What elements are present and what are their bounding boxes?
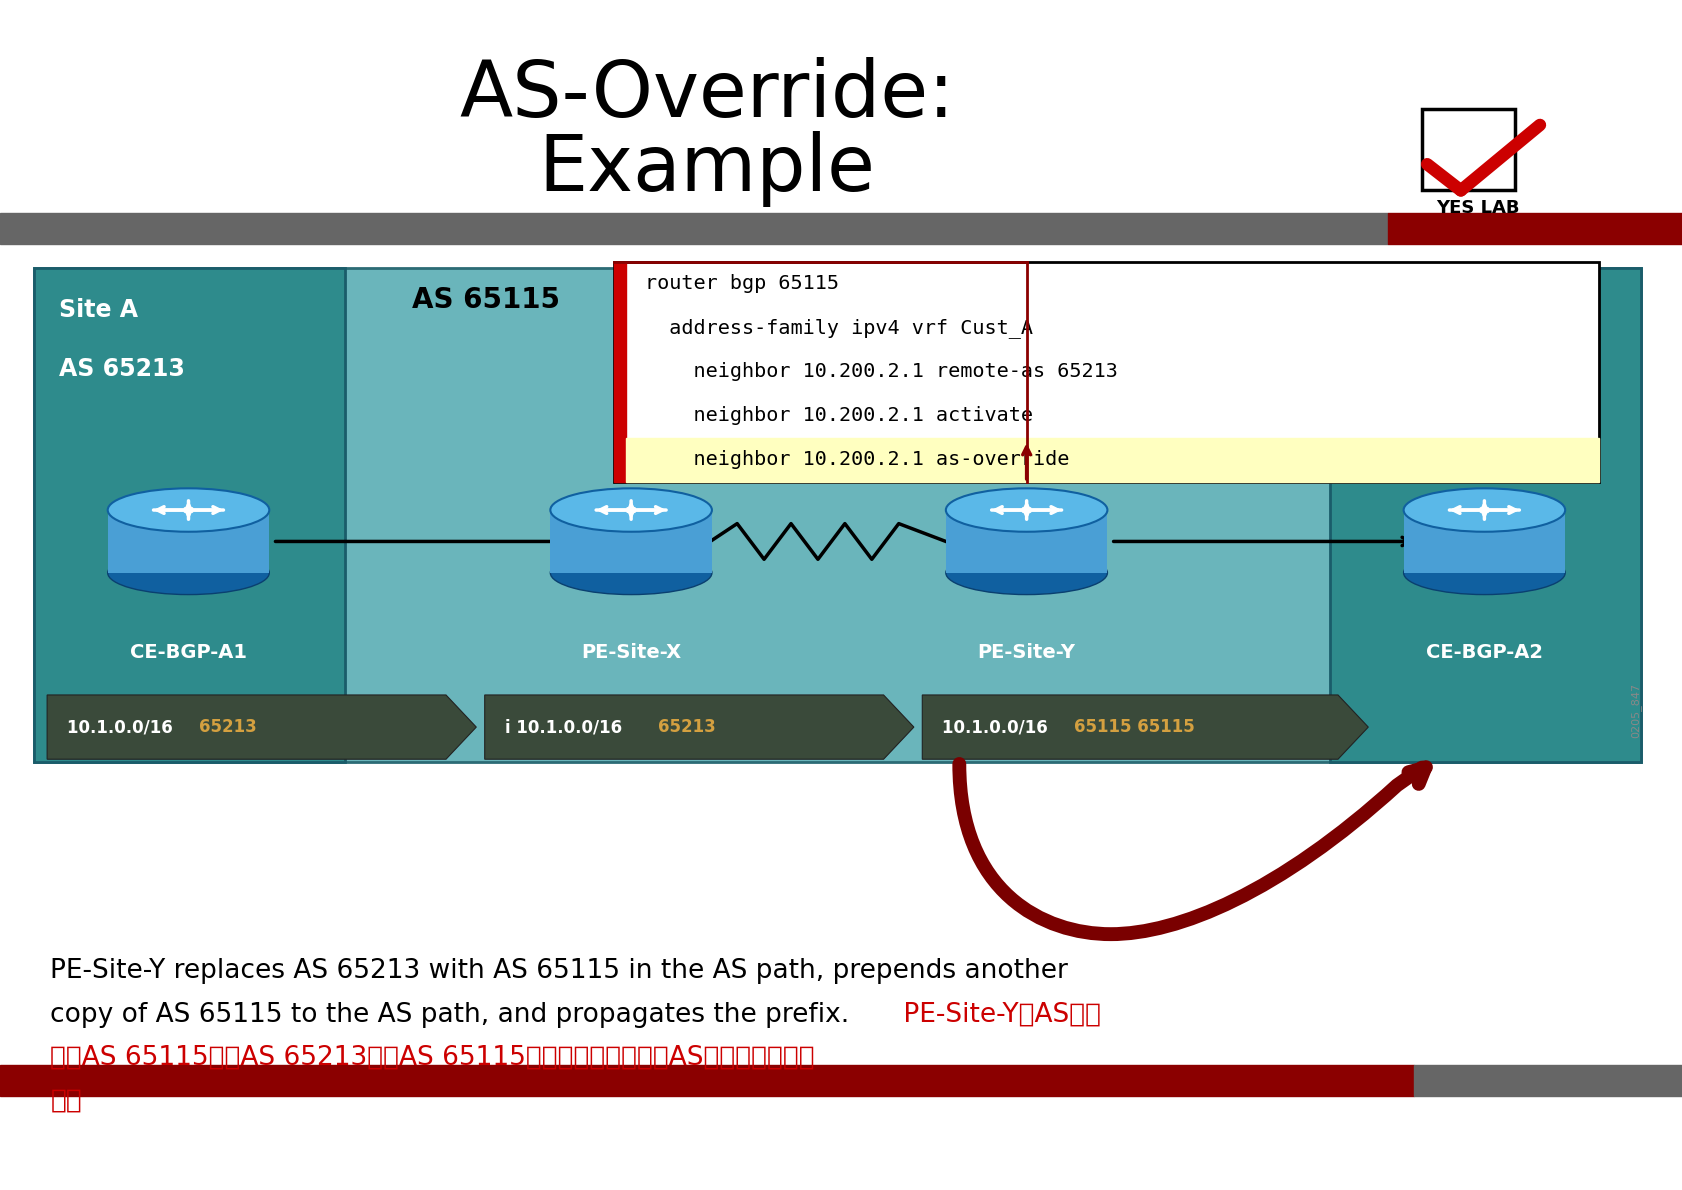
Text: CE-BGP-A2: CE-BGP-A2 bbox=[1425, 643, 1542, 662]
Text: router bgp 65115: router bgp 65115 bbox=[644, 275, 838, 293]
Text: PE-Site-X: PE-Site-X bbox=[580, 643, 681, 662]
Polygon shape bbox=[484, 695, 913, 759]
Bar bbox=[0, 213, 1388, 244]
FancyBboxPatch shape bbox=[108, 511, 269, 572]
Text: YES LAB: YES LAB bbox=[1435, 199, 1519, 217]
Text: i 10.1.0.0/16: i 10.1.0.0/16 bbox=[505, 718, 627, 737]
Text: AS 65213: AS 65213 bbox=[59, 357, 185, 381]
Ellipse shape bbox=[550, 551, 711, 595]
Text: neighbor 10.200.2.1 as-override: neighbor 10.200.2.1 as-override bbox=[644, 451, 1068, 469]
FancyBboxPatch shape bbox=[945, 511, 1107, 572]
Text: 0205_847: 0205_847 bbox=[1630, 683, 1640, 738]
Text: 65213: 65213 bbox=[658, 718, 715, 737]
Bar bbox=[1388, 213, 1682, 244]
Text: Example: Example bbox=[538, 131, 875, 207]
Bar bbox=[0, 1065, 1413, 1096]
Text: 10.1.0.0/16: 10.1.0.0/16 bbox=[942, 718, 1053, 737]
FancyBboxPatch shape bbox=[1403, 511, 1564, 572]
Ellipse shape bbox=[108, 488, 269, 532]
Text: AS 65115: AS 65115 bbox=[412, 286, 560, 314]
Text: 65213: 65213 bbox=[198, 718, 256, 737]
Ellipse shape bbox=[945, 488, 1107, 532]
Text: 缀。: 缀。 bbox=[50, 1088, 82, 1114]
Text: neighbor 10.200.2.1 remote-as 65213: neighbor 10.200.2.1 remote-as 65213 bbox=[644, 363, 1117, 381]
Text: address-family ipv4 vrf Cust_A: address-family ipv4 vrf Cust_A bbox=[644, 318, 1033, 338]
Ellipse shape bbox=[1403, 551, 1564, 595]
Text: neighbor 10.200.2.1 activate: neighbor 10.200.2.1 activate bbox=[644, 407, 1033, 425]
Text: CE-BGP-A1: CE-BGP-A1 bbox=[130, 643, 247, 662]
Bar bbox=[1413, 1065, 1682, 1096]
Ellipse shape bbox=[1403, 488, 1564, 532]
FancyBboxPatch shape bbox=[34, 268, 1640, 762]
Polygon shape bbox=[922, 695, 1367, 759]
Text: 中用AS 65115替换AS 65213，将AS 65115的另一个副本添加到AS路径，并传播前: 中用AS 65115替换AS 65213，将AS 65115的另一个副本添加到A… bbox=[50, 1045, 814, 1071]
Text: 10.1.0.0/16: 10.1.0.0/16 bbox=[67, 718, 178, 737]
Text: AS 65213: AS 65213 bbox=[1354, 357, 1480, 381]
Text: PE-Site-Y: PE-Site-Y bbox=[977, 643, 1075, 662]
Text: Site A: Site A bbox=[59, 298, 138, 321]
Text: PE-Site-Y replaces AS 65213 with AS 65115 in the AS path, prepends another: PE-Site-Y replaces AS 65213 with AS 6511… bbox=[50, 958, 1068, 984]
Bar bbox=[614, 262, 626, 482]
Polygon shape bbox=[47, 695, 476, 759]
Text: PE-Site-Y在AS路径: PE-Site-Y在AS路径 bbox=[895, 1002, 1100, 1028]
FancyBboxPatch shape bbox=[550, 511, 711, 572]
Text: Site B: Site B bbox=[1354, 298, 1433, 321]
FancyBboxPatch shape bbox=[1421, 109, 1514, 190]
Ellipse shape bbox=[108, 551, 269, 595]
FancyBboxPatch shape bbox=[614, 262, 1598, 482]
FancyBboxPatch shape bbox=[1329, 268, 1640, 762]
Ellipse shape bbox=[945, 551, 1107, 595]
Text: copy of AS 65115 to the AS path, and propagates the prefix.: copy of AS 65115 to the AS path, and pro… bbox=[50, 1002, 849, 1028]
Bar bbox=[626, 438, 1598, 482]
FancyBboxPatch shape bbox=[34, 268, 345, 762]
Ellipse shape bbox=[550, 488, 711, 532]
Text: 65115 65115: 65115 65115 bbox=[1073, 718, 1194, 737]
Text: AS-Override:: AS-Override: bbox=[459, 57, 954, 133]
